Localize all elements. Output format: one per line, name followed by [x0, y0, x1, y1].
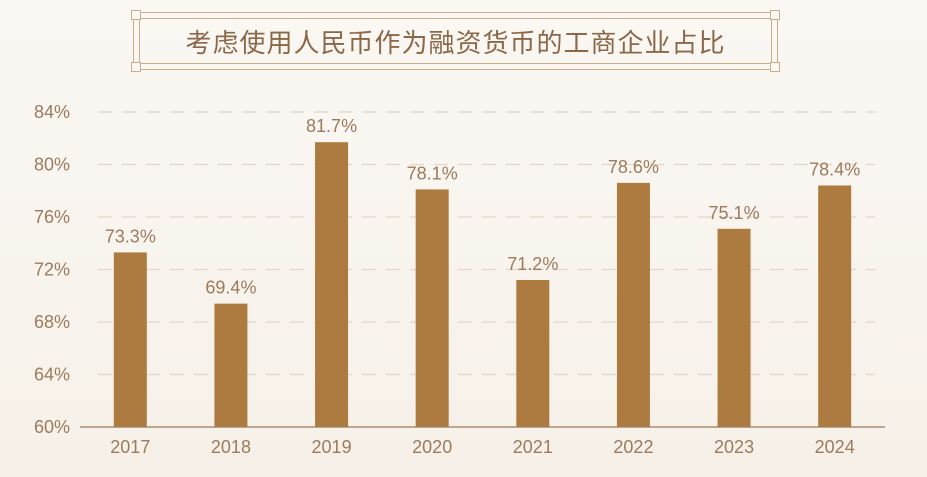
x-tick-label: 2022	[613, 437, 653, 457]
bar	[315, 142, 349, 427]
data-label: 78.6%	[608, 157, 659, 177]
x-tick-label: 2020	[412, 437, 452, 457]
title-corner-ornament	[770, 10, 780, 20]
title-corner-ornament	[131, 10, 141, 20]
title-corner-ornament	[131, 62, 141, 72]
y-tick-label: 84%	[34, 102, 70, 122]
bar	[214, 303, 248, 427]
title-corner-ornament	[770, 62, 780, 72]
bar	[717, 228, 751, 427]
x-tick-label: 2023	[714, 437, 754, 457]
data-label: 78.4%	[809, 160, 860, 180]
y-tick-label: 80%	[34, 155, 70, 175]
x-tick-label: 2021	[513, 437, 553, 457]
data-label: 75.1%	[709, 203, 760, 223]
y-axis-tick-labels: 60% 64% 68% 72% 76% 80% 84%	[34, 102, 70, 437]
data-label: 81.7%	[306, 116, 357, 136]
data-label: 69.4%	[205, 278, 256, 298]
x-tick-label: 2018	[211, 437, 251, 457]
y-tick-label: 64%	[34, 365, 70, 385]
bar	[818, 185, 852, 427]
y-tick-label: 76%	[34, 207, 70, 227]
data-label: 71.2%	[507, 254, 558, 274]
bar	[415, 189, 449, 427]
data-label: 78.1%	[407, 163, 458, 183]
data-label: 73.3%	[105, 226, 156, 246]
bar	[113, 252, 147, 427]
y-tick-label: 68%	[34, 312, 70, 332]
x-tick-label: 2024	[815, 437, 855, 457]
x-tick-label: 2019	[312, 437, 352, 457]
title-frame-inner	[139, 18, 772, 64]
x-tick-label: 2017	[110, 437, 150, 457]
title-frame-outer	[133, 12, 778, 70]
bar	[516, 280, 550, 427]
y-tick-label: 72%	[34, 260, 70, 280]
bar	[616, 182, 650, 427]
bars	[113, 142, 852, 427]
y-tick-label: 60%	[34, 417, 70, 437]
x-axis-tick-labels: 2017 2018 2019 2020 2021 2022 2023 2024	[110, 437, 854, 457]
chart-title: 考虑使用人民币作为融资货币的工商企业占比	[185, 28, 726, 59]
data-labels: 73.3% 69.4% 81.7% 78.1% 71.2% 78.6% 75.1% 78.4%	[105, 116, 860, 297]
chart-title-frame: 考虑使用人民币作为融资货币的工商企业占比	[131, 10, 780, 72]
